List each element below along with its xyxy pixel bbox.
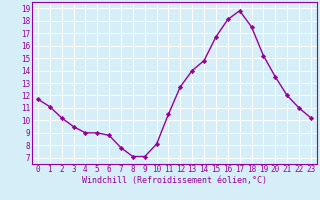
X-axis label: Windchill (Refroidissement éolien,°C): Windchill (Refroidissement éolien,°C) [82, 176, 267, 185]
